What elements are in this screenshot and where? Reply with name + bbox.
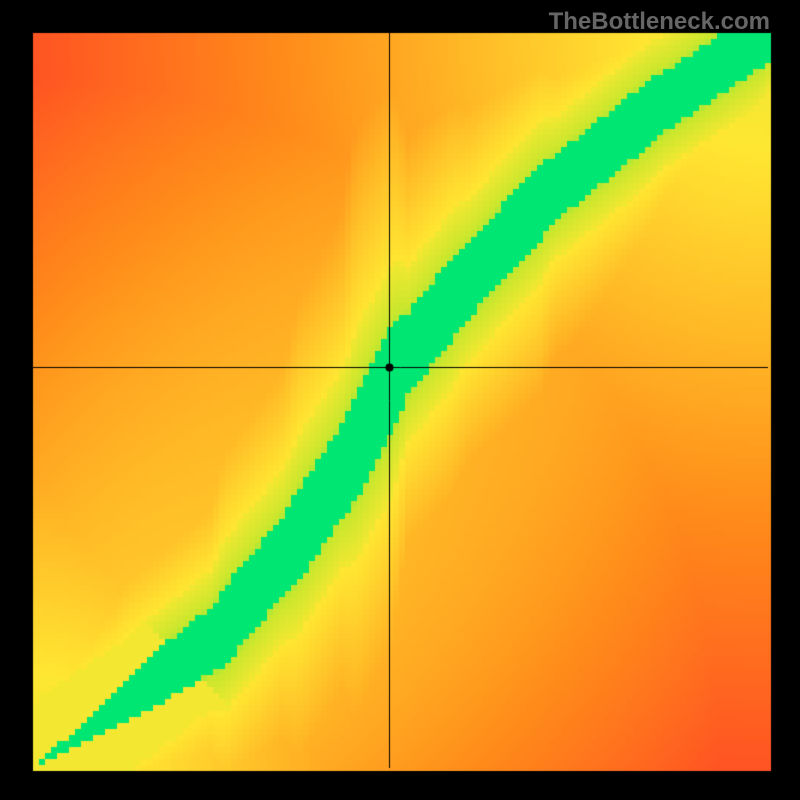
bottleneck-heatmap [0,0,800,800]
chart-container: TheBottleneck.com [0,0,800,800]
watermark-text: TheBottleneck.com [549,8,770,36]
